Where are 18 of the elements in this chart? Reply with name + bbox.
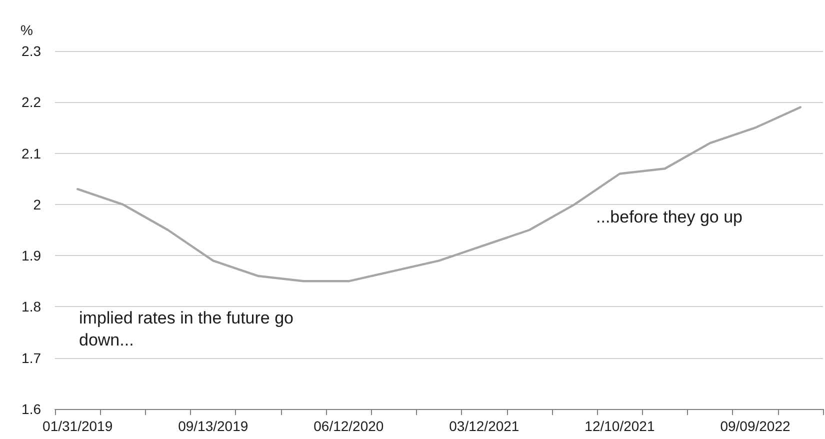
annotation: ...before they go up [596, 208, 742, 226]
x-tick-label: 03/12/2021 [449, 418, 520, 434]
y-tick-label: 2.2 [22, 94, 42, 110]
y-tick-label: 2.3 [22, 43, 42, 59]
x-tick-label: 09/09/2022 [720, 418, 790, 434]
y-tick-label: 2.1 [22, 145, 42, 162]
y-tick-label: 1.7 [22, 350, 42, 366]
x-tick-label: 09/13/2019 [178, 418, 248, 434]
y-tick-label: 1.6 [22, 401, 42, 417]
x-tick-label: 12/10/2021 [584, 418, 655, 434]
y-tick-label: 1.9 [22, 248, 42, 264]
y-axis-title: % [20, 22, 33, 38]
x-tick-label: 06/12/2020 [314, 418, 384, 434]
y-tick-label: 1.8 [22, 298, 42, 315]
annotation: implied rates in the future go down... [79, 308, 298, 350]
line-series [76, 106, 802, 282]
y-tick-label: 2 [33, 196, 42, 212]
x-tick-label: 01/31/2019 [42, 418, 113, 434]
